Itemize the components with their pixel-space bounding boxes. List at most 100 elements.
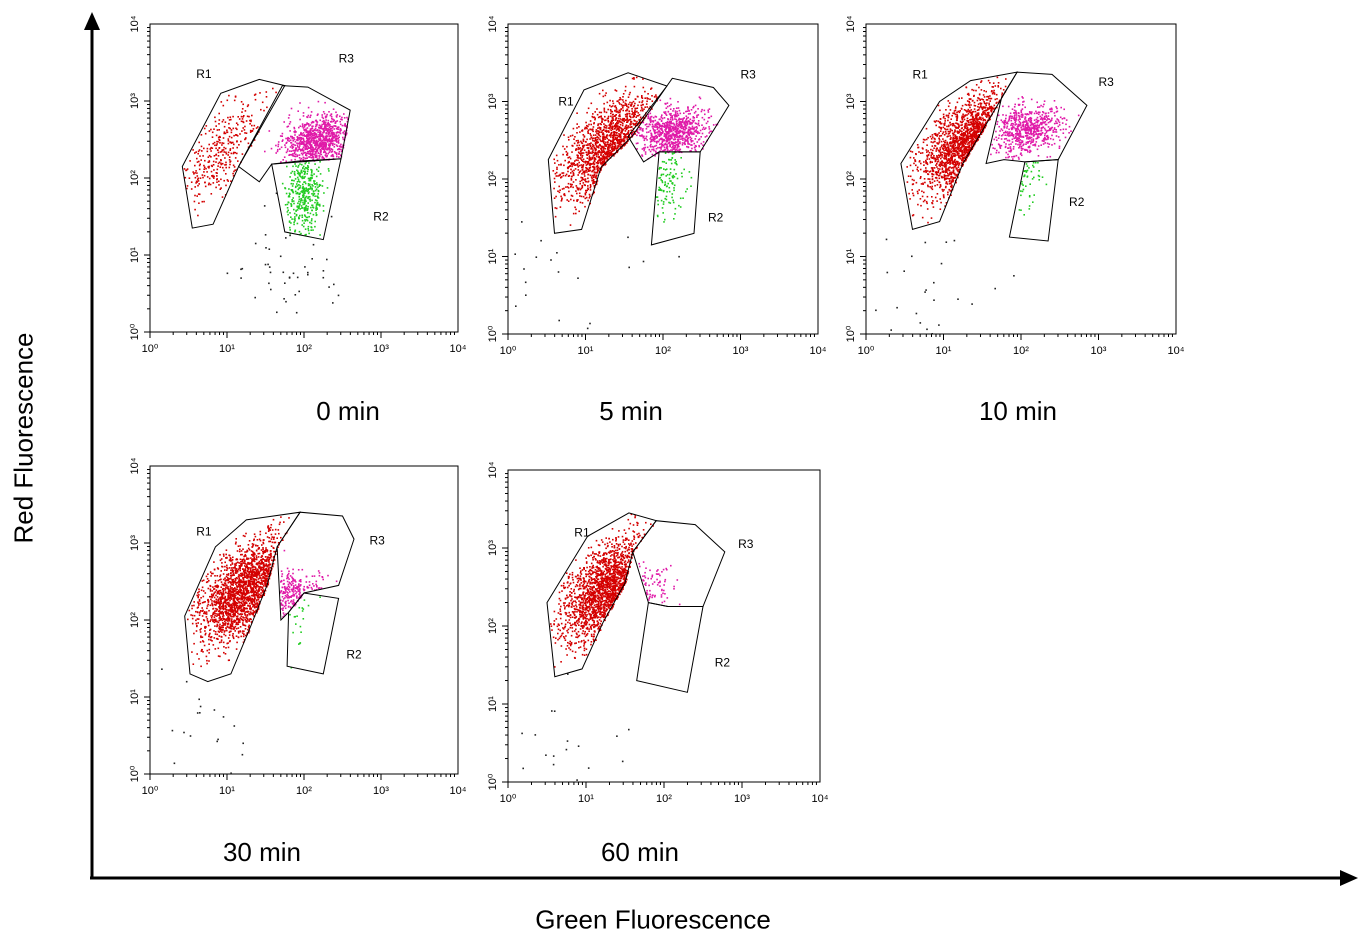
event-dot-R1 <box>587 188 589 191</box>
event-dot-R3 <box>677 131 679 133</box>
event-dot-R1 <box>617 100 619 102</box>
event-dot-R2 <box>304 208 307 211</box>
event-dot-R3 <box>321 155 324 158</box>
event-dot-R1 <box>218 112 220 115</box>
event-dot-R1 <box>601 151 604 154</box>
event-dot-R1 <box>204 185 207 188</box>
event-dot-outside <box>577 277 579 279</box>
event-dot-R1 <box>633 130 635 133</box>
event-dot-R3 <box>326 135 329 137</box>
event-dot-outside <box>627 236 629 239</box>
event-dot-R1 <box>190 181 193 183</box>
event-dot-R3 <box>642 135 644 137</box>
event-dot-R2 <box>291 200 293 203</box>
event-dot-R1 <box>922 141 925 144</box>
event-dot-R1 <box>979 124 982 126</box>
event-dot-R2 <box>302 193 305 195</box>
event-dot-R1 <box>609 126 611 128</box>
event-dot-R3 <box>687 143 689 145</box>
event-dot-R1 <box>597 151 600 154</box>
event-dot-R1 <box>575 179 577 181</box>
event-dot-R1 <box>980 102 983 105</box>
event-dot-R1 <box>603 150 606 153</box>
event-dot-R1 <box>564 194 566 197</box>
event-dot-R1 <box>962 140 965 142</box>
event-dot-R3 <box>338 136 340 139</box>
event-dot-R1 <box>628 112 630 115</box>
event-dot-R3 <box>649 112 652 115</box>
event-dot-R1 <box>257 126 259 128</box>
event-dot-R1 <box>943 147 945 150</box>
event-dot-R1 <box>619 110 621 113</box>
event-dot-R1 <box>232 115 234 118</box>
event-dot-R3 <box>301 123 304 125</box>
event-dot-R2 <box>299 214 301 217</box>
event-dot-R1 <box>594 147 597 150</box>
event-dot-R1 <box>557 175 559 177</box>
event-dot-R2 <box>301 214 303 217</box>
event-dot-R1 <box>615 129 618 131</box>
event-dot-R1 <box>642 109 644 112</box>
event-dot-R1 <box>193 200 196 203</box>
event-dot-R3 <box>290 150 293 152</box>
event-dot-R3 <box>663 126 666 128</box>
event-dot-R1 <box>602 156 605 159</box>
event-dot-R3 <box>324 126 327 129</box>
event-dot-R3 <box>671 142 674 145</box>
event-dot-R1 <box>579 188 582 191</box>
event-dot-R3 <box>308 125 310 127</box>
event-dot-R1 <box>606 153 609 155</box>
event-dot-R1 <box>925 200 928 203</box>
event-dot-R1 <box>613 147 615 150</box>
event-dot-R3 <box>661 117 664 120</box>
event-dot-R3 <box>631 133 634 135</box>
event-dot-R1 <box>192 171 194 173</box>
event-dot-R1 <box>582 195 585 198</box>
event-dot-outside <box>264 263 267 266</box>
event-dot-R1 <box>197 184 199 187</box>
event-dot-R3 <box>649 129 652 132</box>
event-dot-R2 <box>308 196 311 198</box>
event-dot-R1 <box>592 180 595 182</box>
event-dot-R2 <box>326 187 329 189</box>
event-dot-R3 <box>646 139 648 141</box>
event-dot-R1 <box>593 154 595 156</box>
event-dot-R2 <box>288 220 291 222</box>
event-dot-R3 <box>335 139 338 142</box>
event-dot-R1 <box>587 132 589 134</box>
event-dot-R1 <box>974 114 977 117</box>
event-dot-R1 <box>935 148 938 150</box>
event-dot-R3 <box>325 124 328 126</box>
event-dot-R1 <box>622 101 625 103</box>
event-dot-R2 <box>287 195 290 198</box>
event-dot-R1 <box>603 147 605 149</box>
event-dot-R2 <box>299 185 302 187</box>
event-dot-R3 <box>698 132 701 134</box>
event-dot-R3 <box>299 118 301 121</box>
event-dot-R1 <box>602 136 605 138</box>
event-dot-R2 <box>296 222 299 225</box>
event-dot-R1 <box>612 137 615 139</box>
event-dot-R3 <box>306 144 308 147</box>
event-dot-R3 <box>674 146 677 148</box>
event-dot-R1 <box>600 169 602 172</box>
event-dot-R1 <box>220 163 223 166</box>
event-dot-R1 <box>633 85 636 88</box>
event-dot-R3 <box>298 138 301 140</box>
event-dot-R3 <box>692 106 694 109</box>
event-dot-R1 <box>595 139 598 141</box>
event-dot-R2 <box>298 230 301 233</box>
event-dot-R1 <box>197 214 199 217</box>
event-dot-R1 <box>570 198 572 201</box>
event-dot-R1 <box>599 161 601 164</box>
event-dot-R3 <box>303 134 305 136</box>
event-dot-R3 <box>300 152 303 155</box>
event-dot-R1 <box>596 138 599 141</box>
event-dot-outside <box>530 338 532 340</box>
event-dot-R2 <box>313 193 316 195</box>
event-dot-R1 <box>950 189 953 192</box>
event-dot-R1 <box>558 191 561 194</box>
event-dot-R2 <box>309 188 312 190</box>
event-dot-R1 <box>249 119 251 122</box>
event-dot-R1 <box>923 178 926 180</box>
